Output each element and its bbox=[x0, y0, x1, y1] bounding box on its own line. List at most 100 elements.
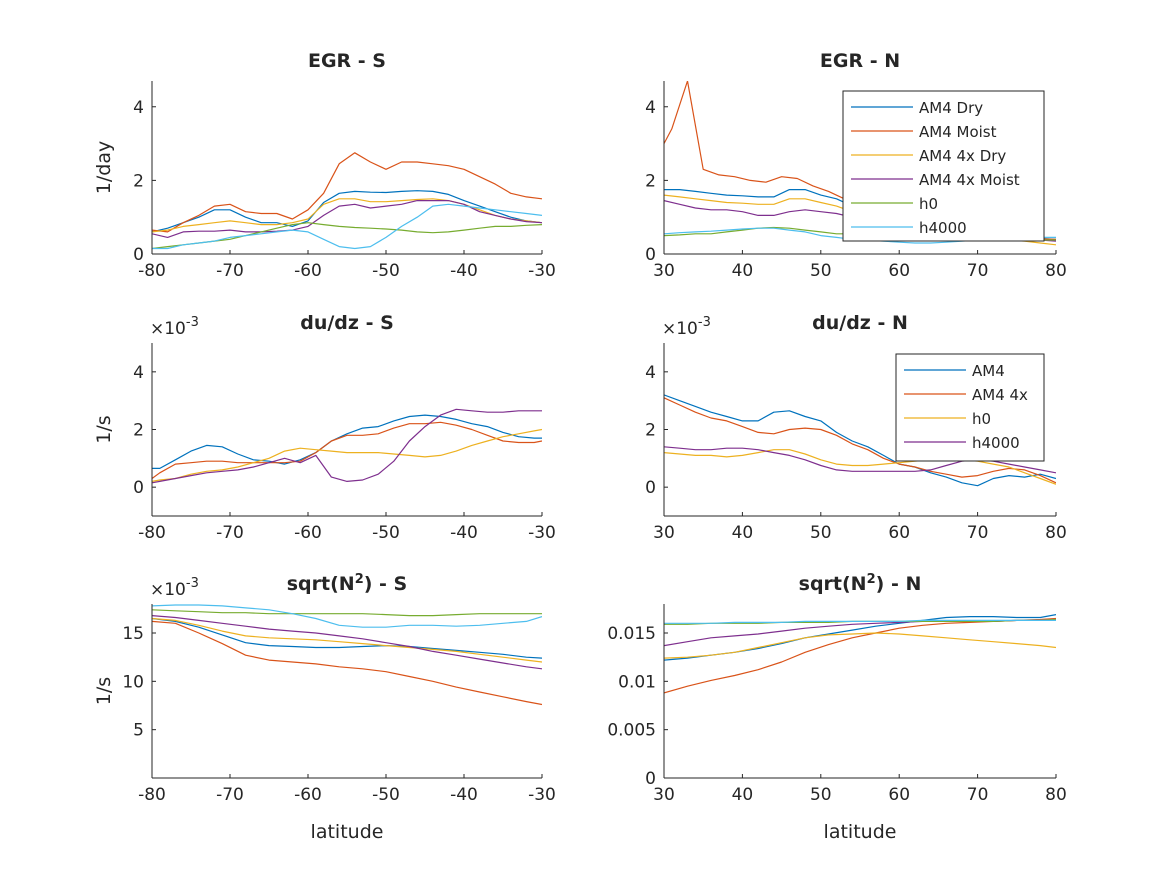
plot-title: du/dz - N bbox=[812, 312, 908, 334]
axis-multiplier: ×10-3 bbox=[662, 315, 711, 339]
x-tick-label: 40 bbox=[732, 261, 754, 281]
plot-title: sqrt(N2) - S bbox=[287, 572, 407, 595]
x-tick-label: 80 bbox=[1045, 261, 1067, 281]
x-tick-label: -50 bbox=[372, 523, 400, 543]
multiplier-base: ×10 bbox=[662, 319, 698, 339]
x-tick-label: -70 bbox=[216, 261, 244, 281]
series-line-yellow bbox=[152, 617, 542, 663]
legend-box bbox=[895, 353, 1045, 462]
x-tick-label: 50 bbox=[810, 785, 832, 805]
multiplier-base: ×10 bbox=[150, 319, 186, 339]
y-tick-label: 0.015 bbox=[607, 624, 656, 644]
y-tick-label: 0 bbox=[645, 245, 656, 265]
multiplier-base: ×10 bbox=[150, 580, 186, 600]
series-line-am4 bbox=[664, 394, 1056, 487]
y-axis-label: 1/s bbox=[93, 677, 115, 705]
series-line-orange bbox=[152, 620, 542, 706]
title-tail: ) - N bbox=[876, 573, 922, 595]
series-line-yellow bbox=[152, 428, 542, 482]
x-tick-label: 60 bbox=[888, 261, 910, 281]
series-group bbox=[152, 408, 542, 484]
legend-box bbox=[842, 90, 1045, 242]
plot-title: sqrt(N2) - N bbox=[799, 572, 922, 595]
series-line-purple bbox=[152, 408, 542, 484]
legend-entry: AM4 Dry bbox=[919, 99, 983, 117]
x-tick-label: -60 bbox=[294, 523, 322, 543]
x-tick-label: -70 bbox=[216, 785, 244, 805]
x-axis-label: latitude bbox=[824, 821, 897, 843]
multiplier-exponent: -3 bbox=[186, 315, 199, 330]
subplot-6: 30 40 50 60 70 80 0 0.005 0.01 0.015 sqrt(N2) - N l… bbox=[607, 572, 1066, 843]
x-tick-label: 40 bbox=[732, 785, 754, 805]
x-tick-label: -50 bbox=[372, 785, 400, 805]
plot-title: EGR - N bbox=[820, 50, 900, 72]
x-tick-label: 30 bbox=[653, 523, 675, 543]
legend: AM4 Dry AM4 Moist AM4 4x Dry AM4 4x Moist h0… bbox=[842, 90, 1045, 242]
axes-background bbox=[664, 604, 1056, 778]
x-tick-label: -40 bbox=[450, 523, 478, 543]
series-line-cyan bbox=[152, 604, 542, 628]
series-group bbox=[664, 614, 1056, 694]
title-superscript: 2 bbox=[867, 572, 876, 587]
series-line-blue bbox=[152, 617, 542, 659]
x-tick-label: 80 bbox=[1045, 785, 1067, 805]
y-tick-label: 0 bbox=[133, 245, 144, 265]
legend-entry: AM4 4x Dry bbox=[919, 147, 1006, 165]
series-line-cyan bbox=[152, 203, 542, 250]
legend-entry: AM4 bbox=[972, 362, 1005, 380]
y-tick-label: 0 bbox=[133, 478, 144, 498]
series-line-blue bbox=[152, 414, 542, 469]
multiplier-exponent: -3 bbox=[186, 576, 199, 591]
series-line-purple bbox=[152, 200, 542, 238]
x-tick-label: -80 bbox=[138, 785, 166, 805]
legend-entry: h0 bbox=[972, 410, 991, 428]
series-line-yellow bbox=[152, 198, 542, 233]
legend: AM4 AM4 4x h0 h4000 bbox=[895, 353, 1045, 462]
x-tick-label: -80 bbox=[138, 261, 166, 281]
x-tick-label: -30 bbox=[528, 261, 556, 281]
y-tick-label: 2 bbox=[133, 171, 144, 191]
y-tick-label: 2 bbox=[133, 421, 144, 441]
y-axis-label: 1/day bbox=[93, 141, 115, 194]
series-line-orange bbox=[152, 152, 542, 233]
subplot-4: 30 40 50 60 70 80 0 2 4 du/dz - N ×10-3 AM4 AM4 4x h0… bbox=[645, 312, 1067, 543]
x-tick-label: 70 bbox=[967, 785, 989, 805]
y-tick-label: 4 bbox=[133, 363, 144, 383]
y-tick-label: 4 bbox=[645, 98, 656, 118]
title-base: sqrt(N bbox=[799, 573, 867, 595]
subplot-3: -80 -70 -60 -50 -40 -30 0 2 4 du/dz - S ×10-3 1/s bbox=[93, 312, 556, 543]
title-tail: ) - S bbox=[364, 573, 407, 595]
y-tick-label: 4 bbox=[645, 363, 656, 383]
x-tick-label: -40 bbox=[450, 785, 478, 805]
x-tick-label: 40 bbox=[732, 523, 754, 543]
subplot-1: -80 -70 -60 -50 -40 -30 0 2 4 EGR - S 1/day bbox=[93, 50, 556, 281]
legend-entry: h4000 bbox=[972, 434, 1020, 452]
y-tick-label: 0.01 bbox=[618, 672, 656, 692]
plot-title: du/dz - S bbox=[300, 312, 394, 334]
x-tick-label: 80 bbox=[1045, 523, 1067, 543]
series-line-purple bbox=[152, 615, 542, 670]
axis-multiplier: ×10-3 bbox=[150, 576, 199, 600]
x-tick-label: 50 bbox=[810, 261, 832, 281]
series-group bbox=[152, 152, 542, 250]
axes-background bbox=[152, 343, 542, 516]
legend-entry: AM4 Moist bbox=[919, 123, 997, 141]
y-tick-label: 10 bbox=[122, 672, 144, 692]
x-tick-label: -80 bbox=[138, 523, 166, 543]
y-tick-label: 5 bbox=[133, 721, 144, 741]
x-axis-label: latitude bbox=[311, 821, 384, 843]
y-tick-label: 0 bbox=[645, 769, 656, 789]
x-tick-label: 50 bbox=[810, 523, 832, 543]
x-tick-label: -30 bbox=[528, 785, 556, 805]
x-tick-label: 60 bbox=[888, 785, 910, 805]
x-tick-label: -70 bbox=[216, 523, 244, 543]
legend-entry: AM4 4x bbox=[972, 386, 1028, 404]
x-tick-label: -60 bbox=[294, 785, 322, 805]
series-line-cyan bbox=[664, 619, 1056, 624]
series-line-h0 bbox=[664, 449, 1056, 485]
legend-entry: AM4 4x Moist bbox=[919, 171, 1020, 189]
axes-background bbox=[152, 604, 542, 778]
y-tick-label: 15 bbox=[122, 624, 144, 644]
x-tick-label: -60 bbox=[294, 261, 322, 281]
